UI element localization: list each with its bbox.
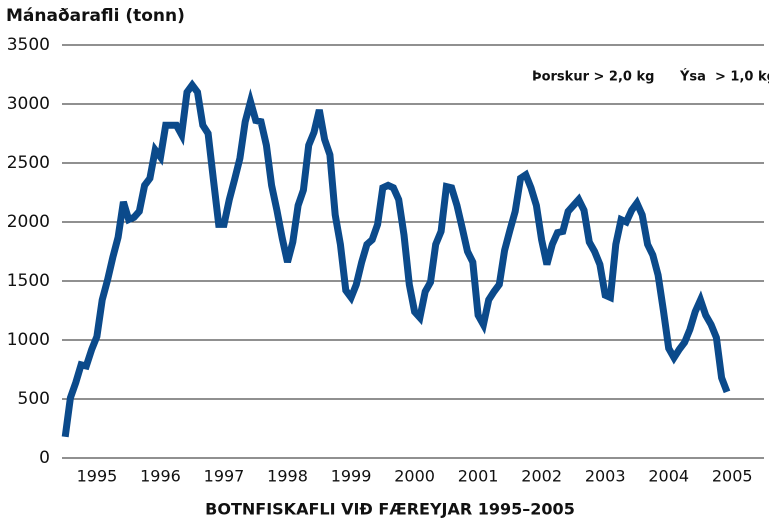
y-tick-label: 3500 bbox=[7, 35, 50, 55]
data-line bbox=[61, 79, 731, 438]
y-tick-label: 0 bbox=[39, 448, 50, 468]
x-tick-label: 2000 bbox=[394, 467, 435, 486]
y-axis-label: Mánaðarafli (tonn) bbox=[6, 6, 185, 26]
x-tick-label: 2001 bbox=[458, 467, 499, 486]
y-tick-label: 2000 bbox=[7, 212, 50, 232]
x-tick-label: 1996 bbox=[140, 467, 181, 486]
x-tick-label: 1998 bbox=[267, 467, 308, 486]
x-tick-label: 1997 bbox=[204, 467, 245, 486]
x-tick-label: 1999 bbox=[331, 467, 372, 486]
annotation: Þorskur > 2,0 kg bbox=[532, 70, 654, 85]
y-tick-label: 1500 bbox=[7, 271, 50, 291]
y-tick-label: 500 bbox=[18, 389, 50, 409]
x-tick-label: 2005 bbox=[712, 467, 753, 486]
x-tick-label: 2003 bbox=[585, 467, 626, 486]
chart-title: BOTNFISKAFLI VIÐ FÆREYJAR 1995–2005 bbox=[205, 500, 575, 519]
y-tick-label: 1000 bbox=[7, 330, 50, 350]
y-tick-label: 3000 bbox=[7, 94, 50, 114]
x-tick-label: 1995 bbox=[77, 467, 118, 486]
annotation: Ýsa > 1,0 kg bbox=[679, 69, 769, 85]
x-tick-label: 2004 bbox=[648, 467, 689, 486]
x-tick-label: 2002 bbox=[521, 467, 562, 486]
y-tick-label: 2500 bbox=[7, 153, 50, 173]
